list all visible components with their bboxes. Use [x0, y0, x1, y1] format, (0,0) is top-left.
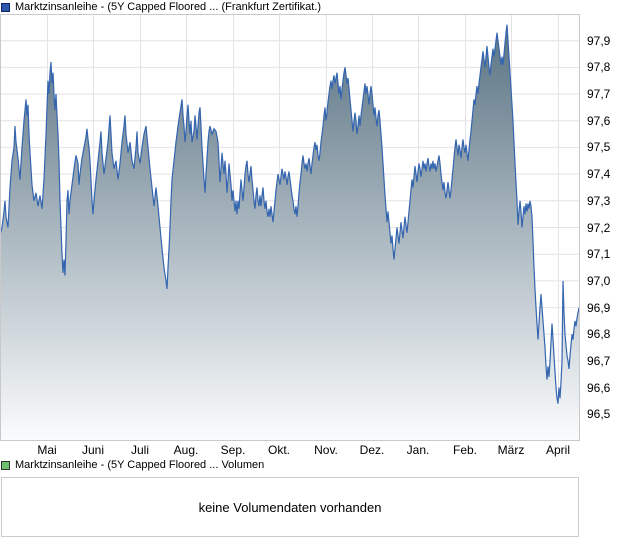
y-axis-tick-label: 97,1 — [587, 247, 611, 262]
volume-empty-message: keine Volumendaten vorhanden — [198, 499, 382, 515]
x-axis-tick-label: Mai — [37, 443, 57, 457]
price-chart-canvas[interactable] — [0, 14, 580, 441]
y-axis-tick-label: 96,9 — [587, 300, 611, 315]
y-axis-tick-label: 97,6 — [587, 113, 611, 128]
plot-border — [0, 14, 580, 441]
x-axis-tick-label: Nov. — [314, 443, 338, 457]
x-axis-tick-label: Juli — [130, 443, 150, 457]
x-axis-tick-label: Dez. — [359, 443, 385, 457]
y-axis-tick-label: 96,8 — [587, 327, 611, 342]
y-axis-tick-label: 97,8 — [587, 60, 611, 75]
y-axis-tick-label: 97,7 — [587, 87, 611, 102]
y-axis-tick-label: 97,4 — [587, 167, 611, 182]
price-chart-legend: Marktzinsanleihe - (5Y Capped Floored ..… — [1, 1, 321, 13]
x-axis-tick-label: Okt. — [267, 443, 291, 457]
price-area-fill — [0, 24, 579, 441]
x-axis-tick-label: Feb. — [452, 443, 478, 457]
x-axis-tick-label: Juni — [81, 443, 105, 457]
price-line — [0, 24, 580, 404]
y-axis-tick-label: 96,7 — [587, 353, 611, 368]
price-series-marker-icon — [1, 2, 10, 12]
y-axis-tick-label: 97,9 — [587, 33, 611, 48]
x-axis-tick-label: April — [545, 443, 571, 457]
y-axis-tick-label: 97,0 — [587, 273, 611, 288]
y-axis-tick-label: 97,3 — [587, 193, 611, 208]
volume-series-marker-icon — [1, 460, 10, 470]
price-series-label: Marktzinsanleihe - (5Y Capped Floored ..… — [15, 1, 322, 13]
y-axis-tick-label: 96,5 — [587, 407, 611, 422]
x-axis-tick-label: Sep. — [220, 443, 246, 457]
x-axis-tick-label: März — [497, 443, 525, 457]
y-axis-tick-label: 96,6 — [587, 380, 611, 395]
x-axis-tick-label: Jan. — [406, 443, 430, 457]
x-axis-tick-label: Aug. — [173, 443, 199, 457]
y-axis-tick-label: 97,5 — [587, 140, 611, 155]
volume-panel: keine Volumendaten vorhanden — [1, 477, 579, 537]
volume-chart-legend: Marktzinsanleihe - (5Y Capped Floored ..… — [1, 459, 264, 471]
volume-series-label: Marktzinsanleihe - (5Y Capped Floored ..… — [15, 459, 265, 471]
y-axis-tick-label: 97,2 — [587, 220, 611, 235]
